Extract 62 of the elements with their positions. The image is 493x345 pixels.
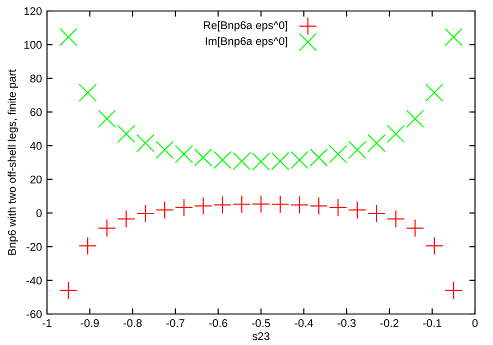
point bbox=[98, 110, 116, 128]
point bbox=[194, 148, 212, 167]
x-tick-label: -0.3 bbox=[338, 319, 356, 328]
point bbox=[156, 200, 174, 220]
point bbox=[386, 210, 405, 228]
point bbox=[444, 281, 463, 300]
x-tick-label: -0.5 bbox=[252, 319, 270, 328]
point bbox=[252, 195, 270, 214]
point bbox=[328, 198, 348, 217]
x-tick-label: -1 bbox=[42, 319, 52, 327]
y-tick-label: 20 bbox=[30, 176, 42, 184]
x-tick-label: -0.6 bbox=[209, 319, 228, 328]
point bbox=[425, 236, 444, 255]
point bbox=[290, 196, 309, 214]
point bbox=[136, 204, 154, 223]
point bbox=[78, 236, 97, 255]
x-tick-label: -0.4 bbox=[294, 319, 314, 328]
point bbox=[117, 210, 136, 228]
point bbox=[368, 134, 386, 152]
point bbox=[136, 134, 154, 152]
point bbox=[156, 140, 174, 159]
y-tick-label: 120 bbox=[24, 7, 42, 16]
y-axis-title: Bnp6 with two off-shell legs, finite part bbox=[8, 69, 18, 255]
point bbox=[444, 28, 463, 46]
y-tick-label: 100 bbox=[24, 40, 42, 49]
point bbox=[368, 204, 386, 223]
point bbox=[213, 196, 232, 214]
x-tick-label: -0.2 bbox=[380, 319, 398, 328]
y-tick-label: 80 bbox=[30, 74, 42, 82]
y-tick-label: -60 bbox=[26, 310, 42, 318]
point bbox=[425, 84, 444, 102]
point bbox=[174, 198, 194, 217]
point bbox=[59, 28, 78, 46]
point bbox=[310, 148, 328, 167]
y-tick-label: 60 bbox=[30, 108, 42, 116]
x-tick-label: 0 bbox=[472, 319, 478, 328]
x-tick-label: -0.9 bbox=[80, 319, 99, 328]
point bbox=[232, 195, 251, 214]
point bbox=[78, 84, 97, 102]
y-tick-label: 0 bbox=[36, 209, 42, 218]
point bbox=[348, 140, 366, 159]
point bbox=[386, 124, 405, 143]
y-tick-label: 40 bbox=[30, 142, 42, 150]
point bbox=[310, 196, 328, 215]
x-tick-label: -0.7 bbox=[166, 319, 184, 328]
point bbox=[348, 200, 366, 220]
x-tick-label: -0.8 bbox=[124, 319, 142, 328]
point bbox=[406, 219, 424, 238]
point bbox=[328, 145, 348, 164]
y-tick-label: -40 bbox=[26, 276, 42, 284]
point bbox=[271, 195, 290, 214]
point bbox=[117, 124, 136, 143]
y-tick-label: -20 bbox=[26, 242, 42, 251]
legend-label: Re[Bnp6a eps^0] bbox=[204, 21, 288, 32]
point bbox=[194, 196, 212, 215]
x-tick-label: -0.1 bbox=[423, 319, 442, 328]
point bbox=[174, 145, 194, 164]
point bbox=[98, 219, 116, 238]
x-axis-title: s23 bbox=[252, 332, 270, 340]
legend-label: Im[Bnp6a eps^0] bbox=[206, 36, 288, 48]
point bbox=[59, 281, 78, 300]
point bbox=[406, 110, 424, 128]
